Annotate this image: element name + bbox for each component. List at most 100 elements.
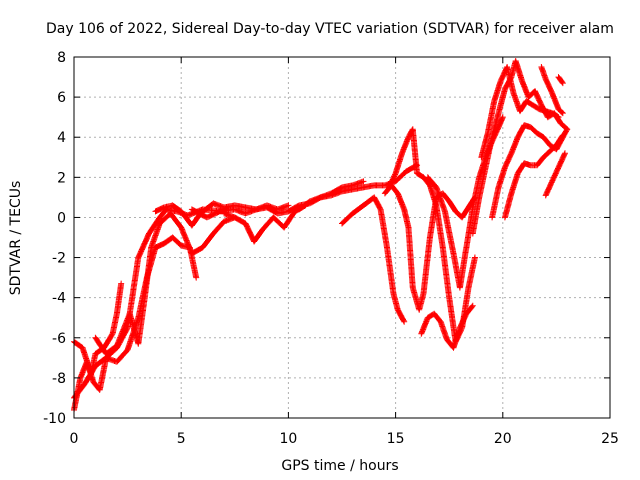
x-tick-label: 10	[279, 431, 297, 447]
data-point	[555, 106, 565, 116]
data-point	[405, 224, 416, 290]
data-series	[339, 194, 408, 325]
data-point	[456, 245, 470, 291]
data-point	[534, 130, 546, 140]
data-point	[360, 178, 367, 185]
data-series	[71, 206, 228, 413]
data-point	[401, 206, 412, 230]
data-point	[420, 174, 433, 188]
data-point	[555, 151, 568, 171]
data-point	[532, 88, 544, 107]
data-point	[285, 202, 292, 209]
data-series	[501, 132, 566, 221]
data-point	[459, 205, 471, 221]
data-point	[484, 99, 497, 137]
y-tick-label: -2	[52, 251, 66, 267]
data-point	[519, 78, 532, 99]
data-point	[109, 312, 120, 337]
y-tick-label: 0	[57, 210, 66, 226]
data-point	[463, 205, 476, 251]
data-point	[392, 169, 409, 185]
data-point	[469, 302, 476, 309]
data-point	[188, 245, 205, 257]
data-series	[478, 64, 562, 161]
data-point	[559, 132, 566, 139]
data-point	[118, 280, 125, 287]
data-point	[549, 110, 561, 120]
data-point	[456, 311, 469, 331]
data-point	[476, 165, 489, 201]
chart-title: Day 106 of 2022, Sidereal Day-to-day VTE…	[46, 21, 614, 37]
data-point	[81, 363, 98, 387]
data-point	[471, 254, 478, 261]
data-point	[547, 143, 559, 155]
data-point	[517, 99, 529, 115]
data-point	[433, 202, 446, 250]
data-point	[409, 126, 420, 176]
data-point	[465, 255, 478, 291]
data-point	[103, 343, 119, 357]
data-point	[193, 274, 200, 281]
data-point	[555, 74, 566, 86]
y-tick-label: -4	[52, 291, 66, 307]
data-point	[416, 291, 427, 313]
data-point	[210, 219, 227, 237]
data-point	[439, 244, 452, 300]
data-point	[135, 231, 152, 261]
data-point	[508, 171, 521, 197]
data-point	[433, 184, 448, 214]
data-point	[534, 155, 546, 169]
data-point	[169, 202, 184, 214]
data-point	[450, 325, 463, 351]
data-series	[542, 150, 568, 199]
data-point	[439, 190, 452, 204]
data-point	[529, 102, 542, 112]
data-layer	[71, 58, 571, 413]
data-point	[167, 210, 184, 230]
data-point	[113, 347, 130, 365]
y-tick-label: 4	[57, 130, 66, 146]
data-point	[538, 64, 549, 81]
data-point	[437, 318, 450, 342]
data-series	[555, 74, 566, 87]
data-point	[360, 182, 376, 191]
data-point	[527, 124, 540, 136]
data-point	[504, 64, 517, 95]
data-point	[489, 111, 502, 141]
y-tick-label: -10	[43, 411, 66, 427]
data-series	[152, 200, 292, 229]
data-point	[424, 174, 439, 190]
data-series	[92, 210, 238, 357]
data-point	[384, 244, 397, 296]
x-tick-label: 15	[387, 431, 405, 447]
data-point	[501, 151, 514, 171]
data-point	[495, 87, 508, 117]
data-point	[549, 90, 562, 111]
y-tick-label: 2	[57, 170, 66, 186]
data-point	[135, 295, 148, 347]
data-point	[469, 175, 482, 211]
data-point	[426, 182, 439, 208]
data-series	[71, 234, 200, 401]
data-point	[540, 149, 552, 161]
data-point	[418, 315, 431, 337]
data-point	[431, 310, 443, 324]
y-tick-label: -6	[52, 331, 66, 347]
data-point	[156, 207, 169, 221]
data-point	[371, 194, 383, 212]
x-tick-label: 0	[70, 431, 79, 447]
data-point	[113, 281, 124, 317]
data-point	[394, 306, 407, 324]
data-point	[555, 114, 562, 121]
data-point	[399, 135, 411, 157]
data-point	[92, 334, 109, 356]
data-point	[349, 203, 366, 217]
y-axis-title: SDTVAR / TECUs	[8, 181, 24, 296]
data-point	[377, 206, 390, 250]
data-point	[542, 179, 555, 199]
data-point	[441, 208, 457, 256]
data-point	[188, 206, 209, 220]
y-tick-label: -8	[52, 371, 66, 387]
data-point	[559, 110, 566, 117]
data-point	[251, 227, 265, 245]
